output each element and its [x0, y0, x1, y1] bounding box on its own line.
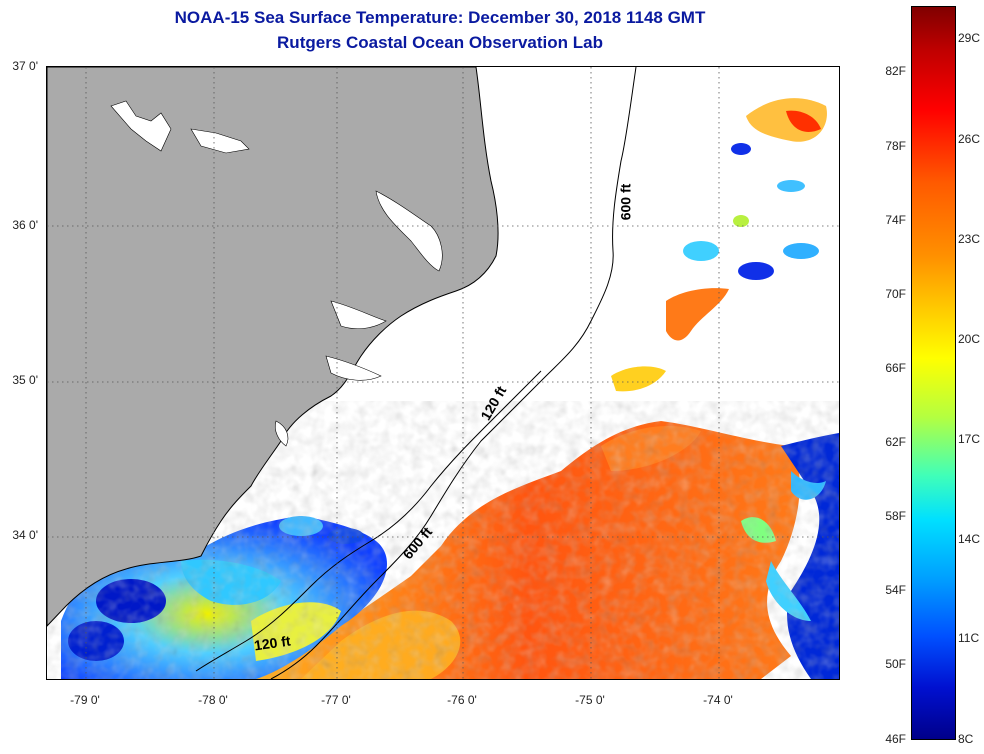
cb-f-70: 70F	[885, 287, 906, 301]
temperature-colorbar	[911, 6, 956, 740]
inland-waters	[110, 100, 443, 447]
lat-label-34: 34 0'	[12, 528, 38, 542]
cb-c-26: 26C	[958, 132, 981, 146]
cb-c-14: 14C	[958, 532, 981, 546]
lat-label-37: 37 0'	[12, 59, 38, 73]
lon-label-79: -79 0'	[70, 693, 100, 707]
cb-f-46: 46F	[885, 732, 906, 746]
cb-c-8: 8C	[958, 732, 974, 746]
cb-c-20: 20C	[958, 332, 981, 346]
lon-label-78: -78 0'	[198, 693, 228, 707]
sst-north-patches	[611, 98, 827, 392]
lat-label-35: 35 0'	[12, 373, 38, 387]
contour-label-600-north: 600 ft	[617, 183, 634, 221]
cb-f-54: 54F	[885, 583, 906, 597]
lon-label-77: -77 0'	[321, 693, 351, 707]
map-subtitle: Rutgers Coastal Ocean Observation Lab	[277, 33, 603, 52]
cb-f-66: 66F	[885, 361, 906, 375]
cb-f-50: 50F	[885, 657, 906, 671]
bathymetry-contours	[195, 67, 637, 679]
lon-label-74: -74 0'	[703, 693, 733, 707]
cb-c-29: 29C	[958, 31, 981, 45]
lon-label-76: -76 0'	[447, 693, 477, 707]
lat-label-36: 36 0'	[12, 218, 38, 232]
cb-c-17: 17C	[958, 432, 981, 446]
cb-c-11: 11C	[958, 631, 980, 645]
cb-f-62: 62F	[885, 435, 906, 449]
sst-map: 600 ft 120 ft 600 ft 120 ft	[46, 66, 840, 680]
cb-f-58: 58F	[885, 509, 906, 523]
graticule	[47, 67, 839, 679]
lon-label-75: -75 0'	[575, 693, 605, 707]
cb-f-74: 74F	[885, 213, 906, 227]
cb-c-23: 23C	[958, 232, 981, 246]
cb-f-82: 82F	[885, 64, 906, 78]
cb-f-78: 78F	[885, 139, 906, 153]
map-title: NOAA-15 Sea Surface Temperature: Decembe…	[174, 8, 706, 27]
